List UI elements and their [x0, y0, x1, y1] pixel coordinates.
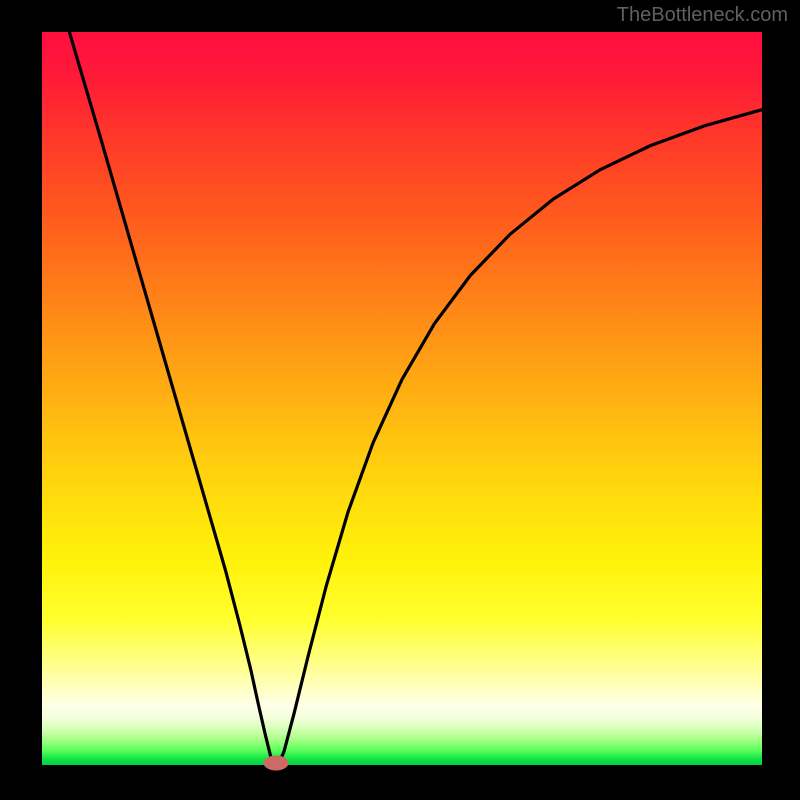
- bottleneck-chart: [0, 0, 800, 800]
- chart-background-gradient: [42, 32, 762, 765]
- optimal-point-marker: [264, 756, 288, 770]
- watermark-label: TheBottleneck.com: [617, 4, 788, 27]
- chart-container: TheBottleneck.com: [0, 0, 800, 800]
